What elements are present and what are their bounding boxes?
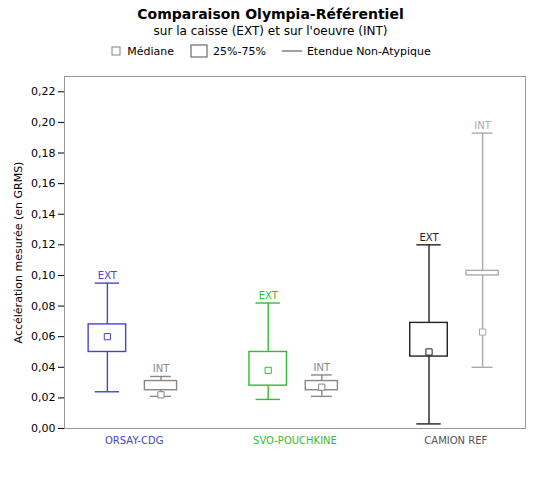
svg-text:SVO-POUCHKINE: SVO-POUCHKINE — [253, 435, 337, 446]
svg-text:0,14: 0,14 — [31, 208, 56, 221]
html-text:Médiane: Médiane — [127, 44, 174, 58]
svg-text:0,16: 0,16 — [31, 177, 56, 190]
svg-text:0,20: 0,20 — [31, 116, 56, 129]
svg-text:0,10: 0,10 — [31, 269, 56, 282]
svg-text:0,22: 0,22 — [31, 85, 56, 98]
svg-text:EXT: EXT — [419, 232, 439, 243]
svg-text:Accélération mesurée (en GRMS): Accélération mesurée (en GRMS) — [12, 162, 25, 344]
svg-text:EXT: EXT — [259, 290, 279, 301]
svg-text:0,12: 0,12 — [31, 238, 56, 251]
svg-text:0,18: 0,18 — [31, 147, 56, 160]
svg-text:ORSAY-CDG: ORSAY-CDG — [105, 435, 163, 446]
svg-text:EXT: EXT — [98, 270, 118, 281]
html-text:25%-75%: 25%-75% — [213, 44, 266, 58]
html-text:sur la caisse (EXT) et sur l'o: sur la caisse (EXT) et sur l'oeuvre (INT… — [153, 24, 388, 38]
svg-text:0,02: 0,02 — [31, 391, 56, 404]
svg-text:INT: INT — [474, 120, 491, 131]
svg-text:INT: INT — [314, 362, 331, 373]
svg-text:0,04: 0,04 — [31, 361, 56, 374]
svg-text:0,06: 0,06 — [31, 330, 56, 343]
svg-text:0,08: 0,08 — [31, 300, 56, 313]
html-text:Etendue Non-Atypique: Etendue Non-Atypique — [306, 44, 431, 58]
svg-text:INT: INT — [153, 363, 170, 374]
svg-text:0,00: 0,00 — [31, 422, 56, 435]
svg-text:CAMION REF: CAMION REF — [424, 435, 487, 446]
html-text:Comparaison Olympia-Référentie: Comparaison Olympia-Référentiel — [137, 6, 404, 22]
